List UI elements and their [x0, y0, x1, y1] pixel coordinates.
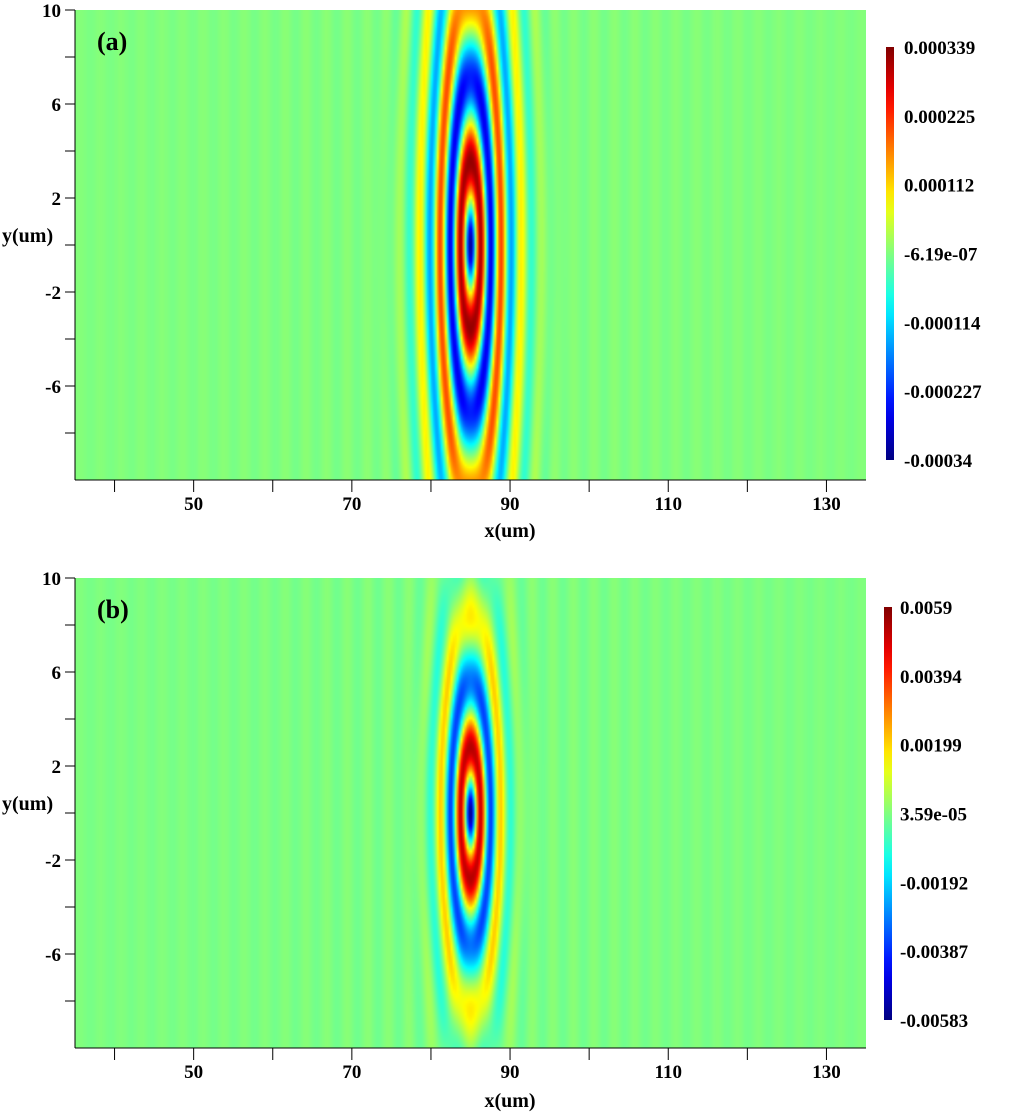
colorbar-label: -0.00583	[900, 1011, 968, 1032]
panel-b: 50 70 90 110 130 10 6 2 -2 -6 x(um) y(um) (b) 0.0059 0…	[2, 569, 969, 1112]
heatmap-image	[75, 10, 866, 480]
x-tick-label: 130	[812, 494, 841, 515]
colorbar	[884, 607, 892, 1020]
heatmap-image	[75, 578, 866, 1048]
colorbar-label: 0.00394	[900, 667, 962, 688]
colorbar-label: 0.000112	[904, 176, 974, 197]
x-tick-label: 50	[184, 1062, 203, 1083]
colorbar	[886, 47, 894, 460]
y-tick-label: -6	[45, 945, 61, 966]
colorbar-label: -6.19e-07	[904, 245, 978, 266]
colorbar-label: 0.00199	[900, 736, 962, 757]
panel-label: (b)	[97, 595, 129, 624]
x-tick-label: 110	[655, 1062, 682, 1083]
y-tick-label: 2	[52, 757, 62, 778]
x-tick-label: 90	[501, 1062, 520, 1083]
x-tick-label: 130	[812, 1062, 841, 1083]
y-axis-label: y(um)	[2, 225, 53, 247]
y-tick-label: -2	[45, 283, 61, 304]
colorbar-label: -0.000114	[904, 313, 981, 334]
x-tick-label: 70	[342, 494, 361, 515]
colorbar-label: -0.000227	[904, 382, 982, 403]
colorbar-label: -0.00034	[904, 451, 973, 472]
y-tick-label: 10	[42, 569, 61, 590]
colorbar-label: 0.0059	[900, 598, 952, 619]
y-tick-label: -2	[45, 851, 61, 872]
colorbar-label: 0.000339	[904, 38, 975, 59]
colorbar-label: 0.000225	[904, 107, 975, 128]
panel-label: (a)	[97, 27, 127, 56]
colorbar-label: -0.00192	[900, 873, 968, 894]
y-tick-label: -6	[45, 377, 61, 398]
y-tick-label: 10	[42, 1, 61, 22]
x-tick-label: 70	[342, 1062, 361, 1083]
x-tick-label: 50	[184, 494, 203, 515]
y-axis-label: y(um)	[2, 793, 53, 815]
x-axis-label: x(um)	[484, 520, 535, 542]
y-tick-label: 6	[52, 663, 62, 684]
y-tick-label: 6	[52, 95, 62, 116]
colorbar-label: -0.00387	[900, 942, 969, 963]
x-tick-label: 110	[655, 494, 682, 515]
colorbar-label: 3.59e-05	[900, 805, 967, 826]
panel-a: 50 70 90 110 130 10 6 2 -2 -6 x(um) y(um) (a) 0.00033…	[2, 1, 982, 542]
x-axis-label: x(um)	[484, 1090, 535, 1112]
x-tick-label: 90	[501, 494, 520, 515]
y-tick-label: 2	[52, 189, 62, 210]
